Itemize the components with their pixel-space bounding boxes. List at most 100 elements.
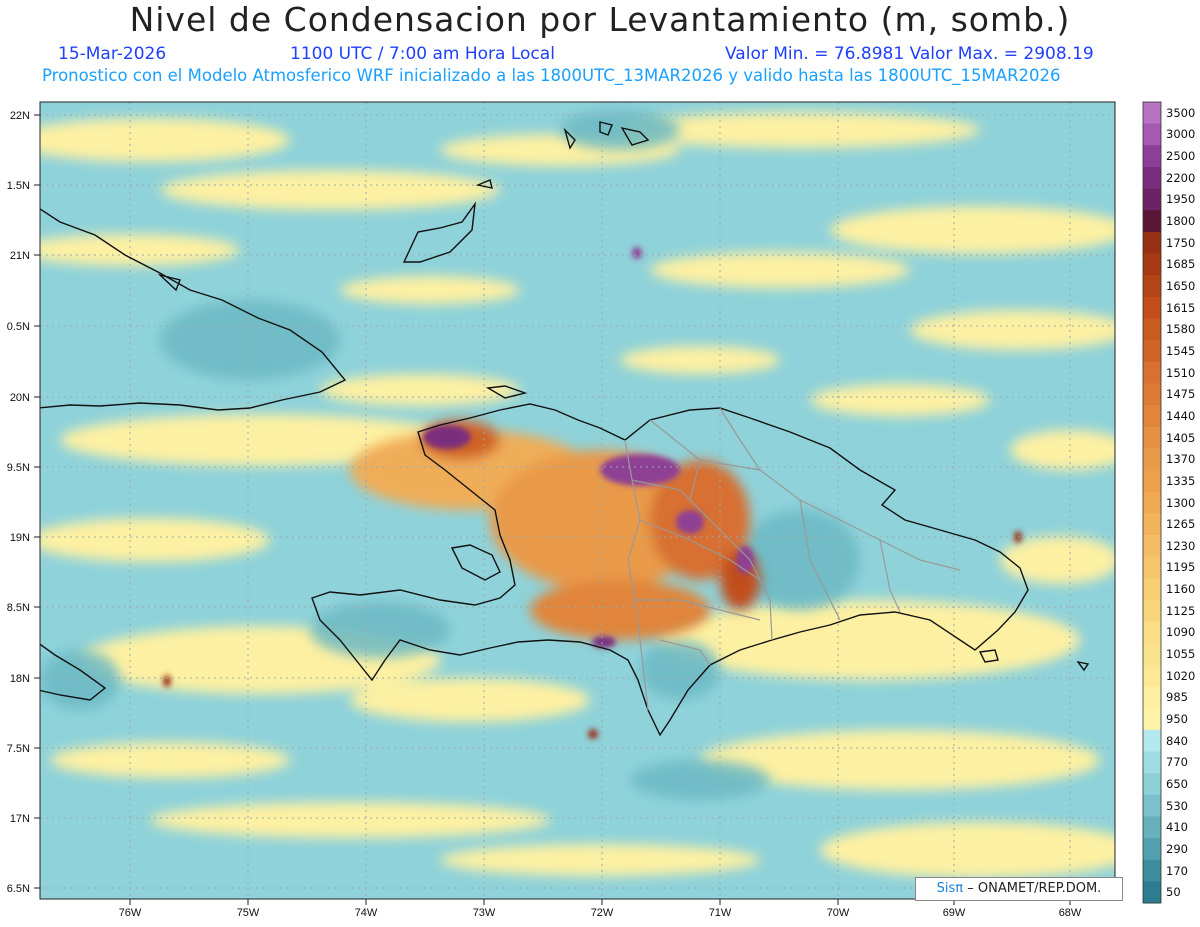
lon-label: 71W — [709, 907, 732, 919]
island-3 — [563, 127, 576, 150]
colorbar-label: 1405 — [1166, 430, 1196, 445]
colorbar-label: 2500 — [1166, 149, 1196, 164]
page-title: Nivel de Condensacion por Levantamiento … — [129, 0, 1071, 39]
lat-label: 19N — [10, 532, 30, 544]
colorbar-label: 985 — [1166, 690, 1188, 705]
jamaica-coast — [40, 643, 107, 701]
colorbar-label: 1440 — [1166, 408, 1196, 423]
colorbar-label: 1510 — [1166, 365, 1196, 380]
coastlines — [40, 121, 1090, 737]
colorbar-swatch — [1143, 318, 1161, 341]
colorbar-swatch — [1143, 578, 1161, 601]
colorbar-swatch — [1143, 340, 1161, 363]
colorbar-label: 290 — [1166, 841, 1188, 856]
colorbar-label: 1615 — [1166, 300, 1196, 315]
cuba-coast — [40, 208, 347, 411]
forecast-date: 15-Mar-2026 — [58, 44, 167, 64]
colorbar-swatch — [1143, 513, 1161, 536]
colorbar-swatch — [1143, 275, 1161, 298]
colorbar-label: 1020 — [1166, 668, 1196, 683]
lon-label: 75W — [237, 907, 260, 919]
colorbar-swatch — [1143, 123, 1161, 146]
colorbar-swatch — [1143, 166, 1161, 190]
colorbar-swatch — [1143, 708, 1161, 731]
colorbar-label: 1090 — [1166, 625, 1196, 640]
colorbar-label: 1300 — [1166, 495, 1196, 510]
lat-axis: 22N 1.5N 21N 0.5N 20N 9.5N 19N 8.5N 18N … — [7, 110, 30, 895]
colorbar-swatch — [1143, 643, 1161, 666]
credit-box: Sisπ – ONAMET/REP.DOM. — [915, 877, 1123, 901]
lon-label: 74W — [355, 907, 378, 919]
lcl-field — [40, 102, 1115, 899]
forecast-time: 1100 UTC / 7:00 am Hora Local — [290, 44, 555, 64]
colorbar-swatch — [1143, 664, 1161, 688]
colorbar-label: 1750 — [1166, 235, 1196, 250]
colorbar-swatch — [1143, 794, 1161, 817]
colorbar-swatch — [1143, 599, 1161, 623]
colorbar-label: 950 — [1166, 711, 1188, 726]
lat-label: 0.5N — [7, 321, 30, 333]
lat-label: 17N — [10, 813, 30, 825]
colorbar-label: 2200 — [1166, 170, 1196, 185]
colorbar-label: 170 — [1166, 863, 1188, 878]
colorbar-label: 1545 — [1166, 343, 1196, 358]
colorbar-label: 770 — [1166, 755, 1188, 770]
colorbar-swatch — [1143, 405, 1161, 428]
lat-label: 8.5N — [7, 602, 30, 614]
inagua-coast — [402, 201, 477, 263]
tortuga-coast — [485, 385, 528, 399]
colorbar-label: 530 — [1166, 798, 1188, 813]
colorbar-label: 1685 — [1166, 257, 1196, 272]
colorbar-swatch — [1143, 881, 1161, 904]
colorbar-swatch — [1143, 491, 1161, 514]
colorbar-label: 1055 — [1166, 647, 1196, 662]
colorbar-swatch — [1143, 448, 1161, 471]
island-5 — [157, 273, 181, 292]
lat-label: 18N — [10, 673, 30, 685]
colorbar-swatch — [1143, 816, 1161, 839]
lon-label: 72W — [591, 907, 614, 919]
hispaniola-coast — [311, 403, 1029, 737]
island-4 — [475, 179, 493, 189]
gonave-coast — [450, 544, 501, 581]
colorbar-label: 3000 — [1166, 127, 1196, 142]
lat-label: 1.5N — [7, 180, 30, 192]
colorbar-label: 1160 — [1166, 582, 1196, 597]
colorbar-label: 1265 — [1166, 517, 1196, 532]
lon-label: 69W — [943, 907, 966, 919]
colorbar-label: 1800 — [1166, 214, 1196, 229]
lat-label: 20N — [10, 392, 30, 404]
colorbar-swatch — [1143, 621, 1161, 644]
lat-label: 22N — [10, 110, 30, 122]
sispi-logo: Sisπ — [936, 881, 964, 896]
colorbar-label: 1475 — [1166, 387, 1196, 402]
colorbar-swatch — [1143, 686, 1161, 709]
lat-label: 9.5N — [7, 462, 30, 474]
colorbar-label: 1650 — [1166, 279, 1196, 293]
colorbar-swatch — [1143, 231, 1161, 255]
lat-ticks — [34, 114, 40, 889]
colorbar-label: 1950 — [1166, 192, 1196, 207]
lon-label: 70W — [827, 907, 850, 919]
colorbar-label: 1195 — [1166, 560, 1196, 575]
colorbar-label: 1125 — [1166, 603, 1196, 618]
colorbar-swatch — [1143, 383, 1161, 406]
lon-axis: 76W 75W 74W 73W 72W 71W 70W 69W 68W — [119, 907, 1082, 919]
colorbar-label: 1230 — [1166, 538, 1196, 553]
colorbar-swatch — [1143, 729, 1161, 752]
lat-label: 6.5N — [7, 883, 30, 895]
colorbar-swatch — [1143, 361, 1161, 384]
colorbar-label: 410 — [1166, 820, 1188, 835]
colorbar-swatch — [1143, 773, 1161, 796]
colorbar-swatch — [1143, 188, 1161, 211]
lon-label: 76W — [119, 907, 142, 919]
province-borders — [624, 407, 961, 711]
colorbar-swatch — [1143, 210, 1161, 233]
lon-label: 73W — [473, 907, 496, 919]
lon-label: 68W — [1059, 907, 1082, 919]
model-description: Pronostico con el Modelo Atmosferico WRF… — [42, 66, 1061, 85]
colorbar-label: 1335 — [1166, 473, 1196, 488]
graticule — [40, 102, 1115, 899]
colorbar — [1142, 101, 1162, 904]
